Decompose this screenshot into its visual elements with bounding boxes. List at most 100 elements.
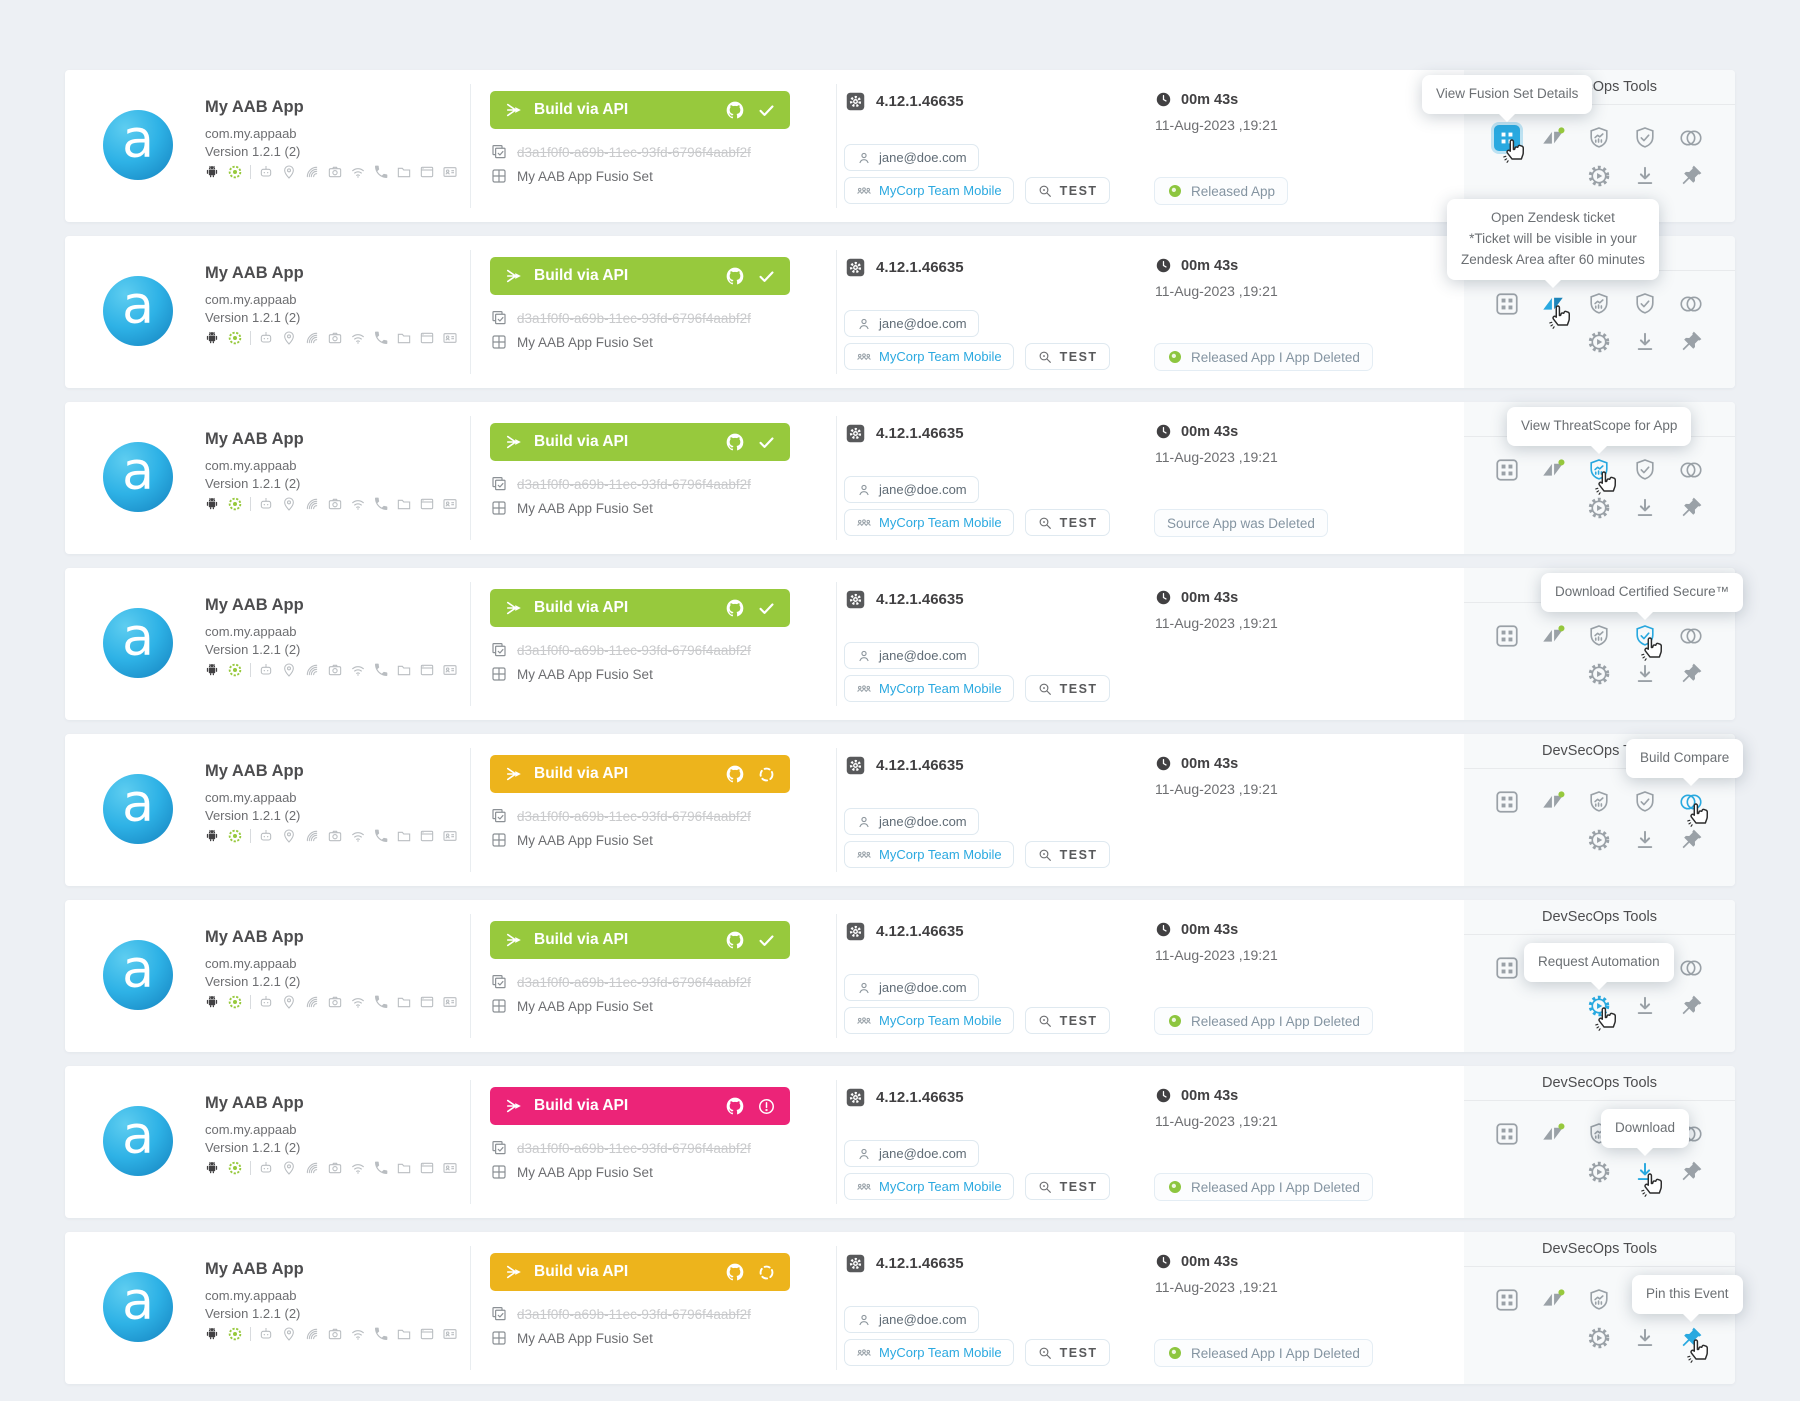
environment-chip[interactable]: TEST xyxy=(1024,1007,1110,1034)
pin-event-button[interactable] xyxy=(1678,827,1704,853)
team-chip[interactable]: MyCorp Team Mobile xyxy=(844,177,1014,204)
copy-hash-icon[interactable] xyxy=(490,475,508,493)
team-chip[interactable]: MyCorp Team Mobile xyxy=(844,509,1014,536)
build-via-api-badge[interactable]: Build via API xyxy=(490,589,790,627)
view-threatscope-button[interactable] xyxy=(1586,457,1617,495)
open-zendesk-ticket-button[interactable] xyxy=(1540,457,1566,483)
download-button[interactable] xyxy=(1632,329,1658,355)
request-automation-button[interactable] xyxy=(1586,827,1612,853)
download-button[interactable] xyxy=(1632,1159,1663,1197)
build-via-api-badge[interactable]: Build via API xyxy=(490,91,790,129)
build-via-api-badge[interactable]: Build via API xyxy=(490,1253,790,1291)
download-button[interactable] xyxy=(1632,1325,1658,1351)
download-certified-secure-button[interactable] xyxy=(1632,623,1663,661)
view-fusion-set-button[interactable] xyxy=(1494,125,1525,163)
pin-event-button[interactable] xyxy=(1678,163,1704,189)
copy-hash-icon[interactable] xyxy=(490,641,508,659)
environment-chip[interactable]: TEST xyxy=(1024,1173,1110,1200)
build-datetime: 11-Aug-2023 ,19:21 xyxy=(1155,283,1278,299)
user-email-chip[interactable]: jane@doe.com xyxy=(844,808,979,835)
copy-hash-icon[interactable] xyxy=(490,1139,508,1157)
download-button[interactable] xyxy=(1632,495,1658,521)
user-email-chip[interactable]: jane@doe.com xyxy=(844,476,979,503)
view-fusion-set-button[interactable] xyxy=(1494,955,1520,981)
download-button[interactable] xyxy=(1632,661,1658,687)
view-fusion-set-button[interactable] xyxy=(1494,1121,1520,1147)
build-via-api-badge[interactable]: Build via API xyxy=(490,423,790,461)
user-email-chip[interactable]: jane@doe.com xyxy=(844,144,979,171)
request-automation-button[interactable] xyxy=(1586,329,1612,355)
build-hash: d3a1f0f0-a69b-11ec-93fd-6796f4aabf2f xyxy=(517,642,751,658)
user-email-chip[interactable]: jane@doe.com xyxy=(844,1140,979,1167)
team-chip[interactable]: MyCorp Team Mobile xyxy=(844,1007,1014,1034)
open-zendesk-ticket-button[interactable] xyxy=(1540,789,1566,815)
view-fusion-set-button[interactable] xyxy=(1494,789,1520,815)
build-compare-button[interactable] xyxy=(1678,125,1704,151)
team-chip[interactable]: MyCorp Team Mobile xyxy=(844,675,1014,702)
environment-chip[interactable]: TEST xyxy=(1024,177,1110,204)
build-via-api-badge[interactable]: Build via API xyxy=(490,755,790,793)
pin-event-button[interactable] xyxy=(1678,993,1704,1019)
request-automation-button[interactable] xyxy=(1586,1325,1612,1351)
copy-hash-icon[interactable] xyxy=(490,309,508,327)
wifi-icon xyxy=(350,1326,366,1342)
team-chip[interactable]: MyCorp Team Mobile xyxy=(844,841,1014,868)
build-via-api-badge[interactable]: Build via API xyxy=(490,921,790,959)
build-compare-button[interactable] xyxy=(1678,623,1704,649)
build-compare-button[interactable] xyxy=(1678,789,1709,827)
view-threatscope-button[interactable] xyxy=(1586,125,1612,151)
copy-hash-icon[interactable] xyxy=(490,1305,508,1323)
view-threatscope-button[interactable] xyxy=(1586,291,1612,317)
view-fusion-set-button[interactable] xyxy=(1494,457,1520,483)
download-certified-secure-button[interactable] xyxy=(1632,789,1658,815)
open-zendesk-ticket-button[interactable] xyxy=(1540,1287,1566,1313)
view-fusion-set-button[interactable] xyxy=(1494,291,1520,317)
team-chip[interactable]: MyCorp Team Mobile xyxy=(844,343,1014,370)
request-automation-button[interactable] xyxy=(1586,495,1612,521)
build-via-api-badge[interactable]: Build via API xyxy=(490,1087,790,1125)
environment-chip[interactable]: TEST xyxy=(1024,509,1110,536)
request-automation-button[interactable] xyxy=(1586,163,1612,189)
copy-hash-icon[interactable] xyxy=(490,807,508,825)
request-automation-button[interactable] xyxy=(1586,993,1617,1031)
view-fusion-set-button[interactable] xyxy=(1494,1287,1520,1313)
open-zendesk-ticket-button[interactable] xyxy=(1540,125,1566,151)
pin-event-button[interactable] xyxy=(1678,1159,1704,1185)
build-compare-button[interactable] xyxy=(1678,457,1704,483)
environment-chip[interactable]: TEST xyxy=(1024,675,1110,702)
pin-event-button[interactable] xyxy=(1678,329,1704,355)
environment-chip[interactable]: TEST xyxy=(1024,343,1110,370)
view-threatscope-button[interactable] xyxy=(1586,1287,1612,1313)
copy-hash-icon[interactable] xyxy=(490,143,508,161)
build-via-api-badge[interactable]: Build via API xyxy=(490,257,790,295)
copy-hash-icon[interactable] xyxy=(490,973,508,991)
environment-chip[interactable]: TEST xyxy=(1024,1339,1110,1366)
environment-chip[interactable]: TEST xyxy=(1024,841,1110,868)
pin-event-button[interactable] xyxy=(1678,495,1704,521)
user-email-chip[interactable]: jane@doe.com xyxy=(844,974,979,1001)
view-threatscope-button[interactable] xyxy=(1586,789,1612,815)
open-zendesk-ticket-button[interactable] xyxy=(1540,1121,1566,1147)
user-email-chip[interactable]: jane@doe.com xyxy=(844,1306,979,1333)
download-button[interactable] xyxy=(1632,827,1658,853)
open-zendesk-ticket-button[interactable] xyxy=(1540,623,1566,649)
open-zendesk-ticket-button[interactable] xyxy=(1540,291,1571,329)
team-chip[interactable]: MyCorp Team Mobile xyxy=(844,1339,1014,1366)
download-certified-secure-button[interactable] xyxy=(1632,125,1658,151)
download-certified-secure-button[interactable] xyxy=(1632,291,1658,317)
user-email-chip[interactable]: jane@doe.com xyxy=(844,642,979,669)
build-compare-button[interactable] xyxy=(1678,955,1704,981)
pin-event-button[interactable] xyxy=(1678,661,1704,687)
team-chip[interactable]: MyCorp Team Mobile xyxy=(844,1173,1014,1200)
download-certified-secure-button[interactable] xyxy=(1632,457,1658,483)
camera-icon xyxy=(327,496,343,512)
pin-event-button[interactable] xyxy=(1678,1325,1709,1363)
download-button[interactable] xyxy=(1632,163,1658,189)
request-automation-button[interactable] xyxy=(1586,1159,1612,1185)
user-email-chip[interactable]: jane@doe.com xyxy=(844,310,979,337)
build-compare-button[interactable] xyxy=(1678,291,1704,317)
download-button[interactable] xyxy=(1632,993,1658,1019)
view-fusion-set-button[interactable] xyxy=(1494,623,1520,649)
request-automation-button[interactable] xyxy=(1586,661,1612,687)
view-threatscope-button[interactable] xyxy=(1586,623,1612,649)
